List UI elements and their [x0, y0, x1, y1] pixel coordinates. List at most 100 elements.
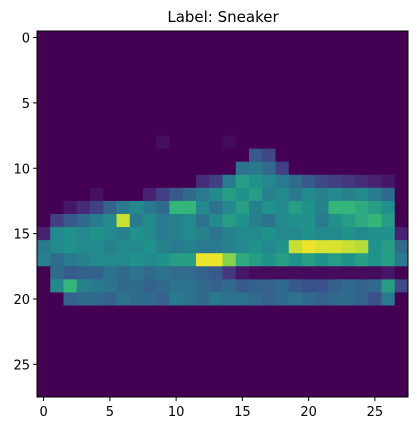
pixel-cell — [50, 383, 64, 398]
pixel-cell — [368, 331, 382, 346]
pixel-cell — [381, 292, 396, 306]
pixel-cell — [129, 83, 144, 97]
pixel-cell — [182, 214, 197, 228]
pixel-cell — [76, 174, 91, 189]
pixel-cell — [288, 383, 303, 398]
pixel-cell — [315, 57, 329, 71]
pixel-cell — [368, 70, 382, 84]
pixel-cell — [315, 70, 329, 84]
pixel-cell — [37, 148, 51, 163]
pixel-cell — [90, 344, 104, 359]
pixel-cell — [63, 70, 78, 84]
pixel-cell — [37, 253, 51, 267]
pixel-cell — [50, 148, 64, 163]
pixel-cell — [288, 109, 303, 123]
pixel-cell — [288, 200, 303, 215]
pixel-cell — [275, 370, 290, 385]
pixel-cell — [156, 383, 170, 398]
pixel-cell — [50, 227, 64, 241]
pixel-cell — [37, 305, 51, 320]
pixel-cell — [103, 200, 117, 215]
pixel-cell — [341, 109, 356, 123]
pixel-cell — [90, 214, 104, 228]
pixel-cell — [182, 200, 197, 215]
pixel-cell — [262, 31, 276, 45]
pixel-cell — [288, 57, 303, 71]
pixel-cell — [143, 370, 157, 385]
pixel-cell — [262, 331, 276, 346]
pixel-cell — [143, 383, 157, 398]
pixel-cell — [288, 266, 303, 280]
pixel-cell — [37, 292, 51, 306]
pixel-cell — [129, 292, 144, 306]
pixel-cell — [302, 57, 316, 71]
pixel-cell — [90, 227, 104, 241]
pixel-cell — [302, 266, 316, 280]
pixel-cell — [328, 331, 343, 346]
pixel-cell — [50, 279, 64, 293]
pixel-cell — [129, 240, 144, 254]
pixel-cell — [275, 344, 290, 359]
pixel-cell — [103, 357, 117, 372]
x-tick-label: 10 — [168, 405, 185, 420]
pixel-cell — [235, 148, 250, 163]
pixel-cell — [169, 331, 184, 346]
pixel-cell — [262, 135, 276, 150]
pixel-cell — [103, 305, 117, 320]
pixel-cell — [129, 96, 144, 110]
pixel-cell — [355, 253, 369, 267]
pixel-cell — [76, 357, 91, 372]
pixel-cell — [355, 331, 369, 346]
pixel-cell — [315, 227, 329, 241]
pixel-cell — [249, 31, 263, 45]
pixel-cell — [196, 187, 210, 202]
pixel-cell — [368, 174, 382, 189]
pixel-cell — [222, 214, 237, 228]
pixel-cell — [37, 122, 51, 137]
y-tick-label: 20 — [13, 293, 30, 308]
pixel-cell — [262, 383, 276, 398]
pixel-cell — [37, 227, 51, 241]
pixel-cell — [288, 135, 303, 150]
pixel-cell — [235, 135, 250, 150]
pixel-cell — [355, 214, 369, 228]
pixel-cell — [394, 109, 409, 123]
pixel-cell — [209, 279, 223, 293]
pixel-cell — [196, 214, 210, 228]
pixel-cell — [103, 318, 117, 333]
pixel-cell — [90, 383, 104, 398]
pixel-cell — [288, 174, 303, 189]
pixel-cell — [275, 161, 290, 176]
pixel-cell — [116, 266, 131, 280]
pixel-cell — [116, 200, 131, 215]
pixel-cell — [262, 370, 276, 385]
pixel-cell — [302, 240, 316, 254]
pixel-cell — [222, 305, 237, 320]
x-tick-label: 0 — [39, 405, 47, 420]
pixel-cell — [341, 44, 356, 58]
pixel-cell — [50, 174, 64, 189]
pixel-cell — [315, 109, 329, 123]
pixel-cell — [249, 305, 263, 320]
pixel-cell — [156, 83, 170, 97]
pixel-cell — [288, 331, 303, 346]
pixel-cell — [143, 214, 157, 228]
pixel-cell — [129, 383, 144, 398]
pixel-cell — [262, 305, 276, 320]
pixel-cell — [156, 279, 170, 293]
pixel-cell — [368, 83, 382, 97]
pixel-cell — [169, 57, 184, 71]
pixel-cell — [156, 253, 170, 267]
pixel-cell — [196, 135, 210, 150]
pixel-cell — [235, 253, 250, 267]
pixel-cell — [90, 305, 104, 320]
pixel-cell — [302, 227, 316, 241]
pixel-cell — [381, 357, 396, 372]
pixel-cell — [209, 70, 223, 84]
pixel-cell — [355, 174, 369, 189]
pixel-cell — [209, 240, 223, 254]
pixel-cell — [103, 227, 117, 241]
pixel-cell — [262, 70, 276, 84]
pixel-cell — [182, 187, 197, 202]
pixel-cell — [235, 357, 250, 372]
